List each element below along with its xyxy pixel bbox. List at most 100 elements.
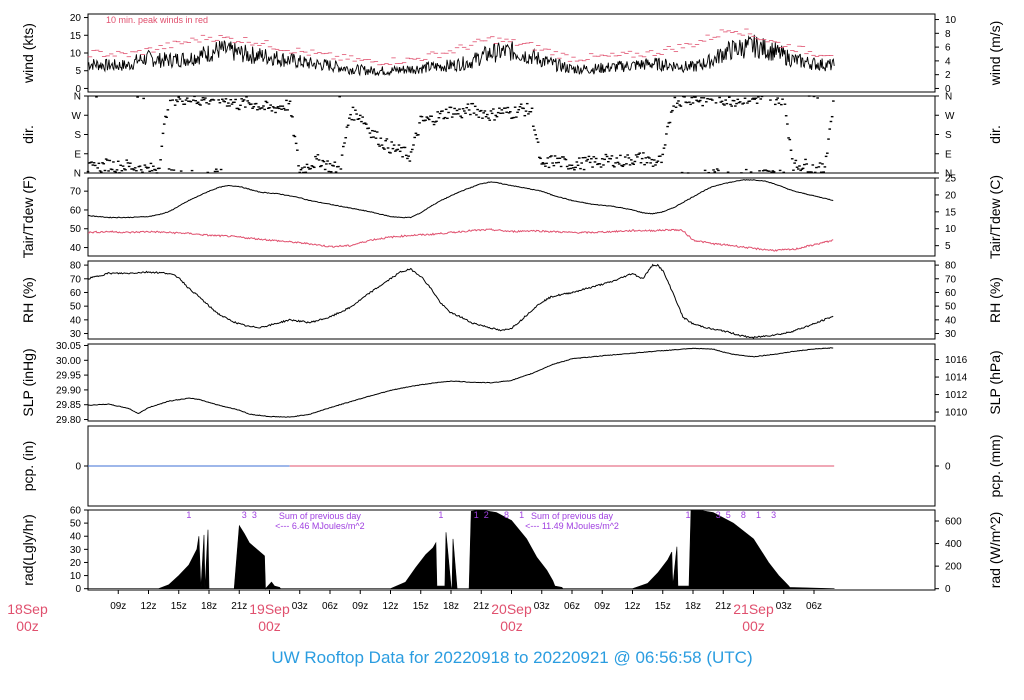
temp-ytick-label-right: 15 [945,207,957,218]
radiation-hour-mark: 1 [756,510,761,520]
x-tick-label: 15z [171,601,187,612]
radiation-hour-mark: 1 [474,510,479,520]
radiation-daily-sum-note: Sum of previous day [531,511,614,521]
temp-ytick-label-left: 50 [70,224,82,235]
pcp-ylabel-right: pcp. (mm) [987,435,1003,498]
slp-ytick-label-left: 29.85 [56,400,81,411]
x-tick-label: 12z [624,601,640,612]
x-tick-label: 15z [655,601,671,612]
rh-ytick-label-right: 70 [945,274,957,285]
radiation-hour-mark: 3 [771,510,776,520]
dir-ytick-label-right: E [945,149,952,160]
wind-panel [84,13,939,93]
x-tick-label: 06z [564,601,580,612]
temp-ytick-label-left: 40 [70,243,82,254]
temp-ylabel-right: Tair/Tdew (C) [987,175,1003,259]
radiation-hour-mark: 1 [519,510,524,520]
rh-ytick-label-right: 60 [945,288,957,299]
rh-ytick-label-right: 40 [945,315,957,326]
wind-ytick-label-left: 10 [70,49,82,60]
wind-speed-line [87,34,835,77]
dir-ylabel: dir. [20,125,36,144]
rad-ytick-label-left: 0 [75,584,81,595]
pcp-ylabel: pcp. (in) [20,441,36,492]
slp-frame [87,343,936,422]
x-tick-label: 06z [806,601,822,612]
rad-ytick-label-left: 10 [70,571,82,582]
rad-ytick-label-left: 30 [70,545,82,556]
temp-ytick-label-left: 60 [70,205,82,216]
chart-footer-title: UW Rooftop Data for 20220918 to 20220921… [271,648,753,667]
rad-ytick-label-left: 40 [70,532,82,543]
rad-ytick-label-left: 20 [70,558,82,569]
pcp-ytick-label-left: 0 [75,462,81,473]
radiation-daily-sum-note: <--- 6.46 MJoules/m^2 [275,521,365,531]
rh-ytick-label-left: 50 [70,302,82,313]
radiation-hour-mark: 3 [252,510,257,520]
rh-ytick-label-right: 50 [945,302,957,313]
rh-ytick-label-left: 80 [70,261,82,272]
wind-ytick-label-left: 15 [70,31,82,42]
direction-points [86,95,835,174]
dir-ytick-label-left: N [74,92,81,103]
wind-annotation: 10 min. peak winds in red [106,15,208,25]
dir-ytick-label-left: N [74,169,81,180]
dir-ytick-label-right: N [945,169,952,180]
radiation-daily-sum-note: Sum of previous day [279,511,362,521]
x-tick-label: 09z [594,601,610,612]
slp-ytick-label-left: 29.80 [56,415,81,426]
temp-ylabel: Tair/Tdew (F) [20,176,36,258]
x-day-label: 21Sep [733,601,774,617]
x-tick-label: 21z [473,601,489,612]
temp-frame [87,177,936,257]
wind-ytick-label-left: 20 [70,13,82,24]
slp-line [87,347,834,418]
dir-ytick-label-right: N [945,92,952,103]
rad-ylabel: rad(Lgly/hr) [20,514,36,586]
radiation-hour-mark: 1 [685,510,690,520]
slp-ytick-label-left: 30.05 [56,341,81,352]
x-tick-label: 09z [352,601,368,612]
radiation-hour-mark: 8 [504,510,509,520]
x-tick-label: 03z [292,601,308,612]
temp-ytick-label-right: 10 [945,224,957,235]
slp-panel [84,343,939,422]
dir-ytick-label-left: S [74,130,81,141]
radiation-hour-mark: 3 [716,510,721,520]
rad-ylabel-right: rad (W/m^2) [987,512,1003,589]
wind-ytick-label-right: 8 [945,29,951,40]
rad-ytick-label-left: 50 [70,519,82,530]
wind-ytick-label-right: 0 [945,84,951,95]
dir-ytick-label-right: W [945,111,955,122]
slp-ytick-label-left: 29.90 [56,385,81,396]
x-tick-label: 03z [534,601,550,612]
rad-ytick-label-left: 60 [70,506,82,517]
radiation-hour-mark: 8 [741,510,746,520]
x-day-sublabel: 00z [258,618,281,634]
dir-ytick-label-right: S [945,130,952,141]
radiation-hour-mark: 1 [186,510,191,520]
wind-ytick-label-right: 4 [945,56,951,67]
radiation-hour-mark: 1 [438,510,443,520]
rh-ytick-label-left: 60 [70,288,82,299]
wind-peak-marks [87,28,834,66]
x-tick-label: 12z [140,601,156,612]
radiation-area [87,509,835,590]
radiation-hour-mark: 3 [242,510,247,520]
x-tick-label: 12z [382,601,398,612]
rh-ytick-label-right: 80 [945,261,957,272]
slp-ytick-label-left: 29.95 [56,371,81,382]
rh-ylabel-right: RH (%) [987,277,1003,323]
temp-ytick-label-right: 5 [945,241,951,252]
radiation-daily-sum-note: <--- 11.49 MJoules/m^2 [525,521,619,531]
x-tick-label: 09z [110,601,126,612]
wind-ytick-label-left: 0 [75,84,81,95]
x-tick-label: 18z [685,601,701,612]
wind-ytick-label-right: 10 [945,15,957,26]
rad-ytick-label-right: 600 [945,517,962,528]
dir-ytick-label-left: W [72,111,82,122]
x-tick-label: 06z [322,601,338,612]
rad-ytick-label-right: 200 [945,562,962,573]
rad-ytick-label-right: 400 [945,539,962,550]
